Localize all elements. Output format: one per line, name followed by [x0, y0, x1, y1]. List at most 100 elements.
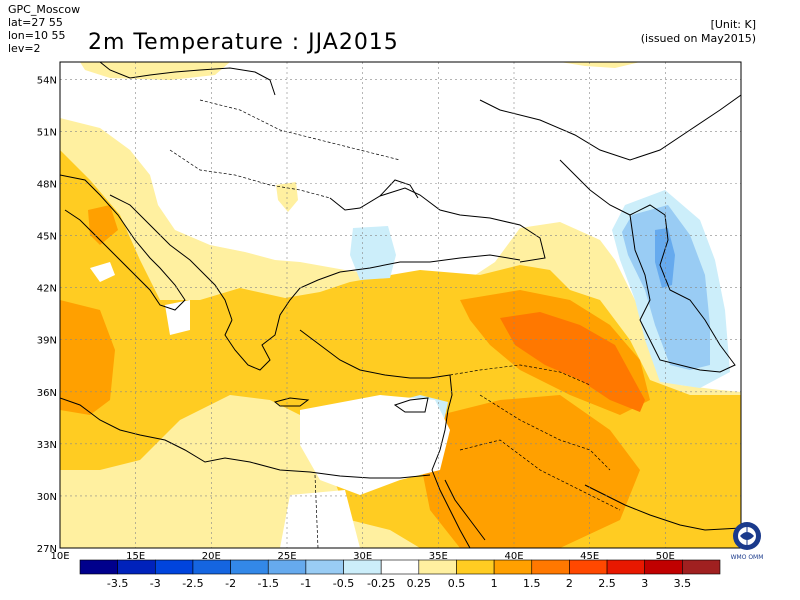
lon-tick-label: 30E	[353, 551, 372, 562]
anomaly-region-pale-ne	[560, 62, 640, 68]
coastline-cyprus	[393, 397, 429, 413]
lon-tick-label: 50E	[656, 551, 675, 562]
colorbar: -3.5 -3 -2.5 -2 -1.5 -1 -0.5 -0.25 0.25 0.5 1 1.5 2 2…	[79, 559, 721, 590]
colorbar-swatch	[606, 559, 646, 575]
wmo-logo-text: WMO OMM	[731, 554, 764, 561]
colorbar-swatch	[493, 559, 533, 575]
anomaly-region-orange-west	[60, 300, 115, 415]
colorbar-swatch	[418, 559, 457, 575]
colorbar-swatch	[305, 559, 344, 575]
border-iraq	[479, 394, 611, 471]
border-layer	[169, 99, 621, 548]
lat-tick-label: 36N	[37, 388, 57, 399]
coastline-persian-gulf	[584, 484, 741, 531]
colorbar-swatch	[154, 559, 194, 575]
colorbar-label: -2	[225, 577, 236, 590]
lat-tick-label: 45N	[37, 232, 57, 243]
colorbar-label: 2.5	[598, 577, 616, 590]
lat-tick-label: 30N	[37, 492, 57, 503]
coastline-turkey-south	[299, 329, 451, 379]
latitude-labels: 54N 51N 48N 45N 42N 39N 36N 33N 30N 27N	[37, 75, 57, 555]
lon-tick-label: 45E	[580, 551, 599, 562]
anomaly-region-neutral-south	[280, 490, 360, 548]
coastline-crete	[273, 397, 310, 407]
lon-tick-label: 35E	[429, 551, 448, 562]
colorbar-label: 1	[491, 577, 498, 590]
colorbar-label: 3	[641, 577, 648, 590]
anomaly-region-neutral-coast	[90, 262, 115, 282]
colorbar-label: -1	[300, 577, 311, 590]
colorbar-label: -3.5	[107, 577, 128, 590]
colorbar-swatch	[380, 559, 420, 575]
lat-tick-label: 48N	[37, 180, 57, 191]
lat-tick-label: 39N	[37, 336, 57, 347]
lon-tick-label: 10E	[50, 551, 69, 562]
longitude-labels: 10E 15E 20E 25E 30E 35E 40E 45E 50E	[50, 551, 674, 562]
colorbar-label: 0.5	[448, 577, 466, 590]
colorbar-label: 0.25	[407, 577, 432, 590]
coastline-adriatic-east	[109, 194, 233, 321]
colorbar-swatch	[456, 559, 495, 575]
coastline-black-sea	[329, 187, 546, 263]
lat-tick-label: 54N	[37, 75, 57, 86]
border-egypt-libya	[314, 474, 319, 548]
anomaly-region-cold-black-sea	[350, 226, 396, 280]
border-saudi	[459, 439, 621, 511]
issued-label: (issued on May2015)	[640, 32, 756, 45]
colorbar-swatch	[644, 559, 683, 575]
grid-lines	[60, 62, 741, 548]
coastline-italy	[60, 174, 186, 311]
anomaly-region-cold-caspian-core	[655, 228, 675, 288]
coastline-red-sea-east	[444, 479, 486, 541]
coastline-baltic	[99, 62, 276, 96]
lon-tick-label: 40E	[504, 551, 523, 562]
colorbar-swatch	[682, 559, 721, 575]
plot-frame	[59, 61, 742, 549]
anomaly-region-orange-1	[420, 395, 640, 548]
colorbar-swatch	[267, 559, 307, 575]
lon-tick-label: 15E	[126, 551, 145, 562]
border-eastern-europe	[199, 99, 401, 161]
coastline-greece	[224, 271, 341, 371]
colorbar-swatch	[531, 559, 570, 575]
colorbar-swatch	[79, 559, 118, 575]
anomaly-region-pale-north	[80, 62, 230, 80]
coastline-crimea	[379, 179, 419, 199]
lon-tick-label: 25E	[277, 551, 296, 562]
colorbar-swatch	[230, 559, 269, 575]
map-title: 2m Temperature : JJA2015	[88, 30, 399, 55]
colorbar-label: 2	[566, 577, 573, 590]
level-label: lev=2	[8, 42, 41, 55]
lat-range-label: lat=27 55	[8, 16, 63, 29]
colorbar-label: -2.5	[182, 577, 203, 590]
unit-label: [Unit: K]	[710, 18, 756, 31]
lat-tick-label: 27N	[37, 544, 57, 555]
coastline-red-sea	[431, 469, 471, 548]
colorbar-swatch	[569, 559, 608, 575]
colorbar-swatch	[117, 559, 156, 575]
lon-range-label: lon=10 55	[8, 29, 66, 42]
colorbar-label: -0.5	[333, 577, 354, 590]
lat-tick-label: 33N	[37, 440, 57, 451]
source-label: GPC_Moscow	[8, 3, 81, 16]
coastline-north-africa	[60, 397, 431, 479]
lon-tick-label: 20E	[202, 551, 221, 562]
colorbar-label: -3	[150, 577, 161, 590]
colorbar-label: 3.5	[674, 577, 692, 590]
colorbar-label: -1.5	[258, 577, 279, 590]
anomaly-region-neutral-egypt	[300, 395, 450, 495]
border-balkans	[169, 149, 331, 199]
wmo-logo: WMO OMM	[731, 522, 764, 561]
colorbar-swatch	[343, 559, 382, 575]
coastline-russia-north	[479, 94, 741, 161]
colorbar-label: -0.25	[367, 577, 395, 590]
border-turkey-syria	[449, 364, 591, 386]
coastline-caspian	[629, 204, 736, 373]
coastline-volga	[559, 159, 631, 216]
lat-tick-label: 51N	[37, 127, 57, 138]
colorbar-label: 1.5	[523, 577, 541, 590]
coastline-turkey-north	[339, 254, 521, 273]
anomaly-fill-layer	[60, 62, 741, 548]
anomaly-region-darkorange	[500, 312, 645, 412]
